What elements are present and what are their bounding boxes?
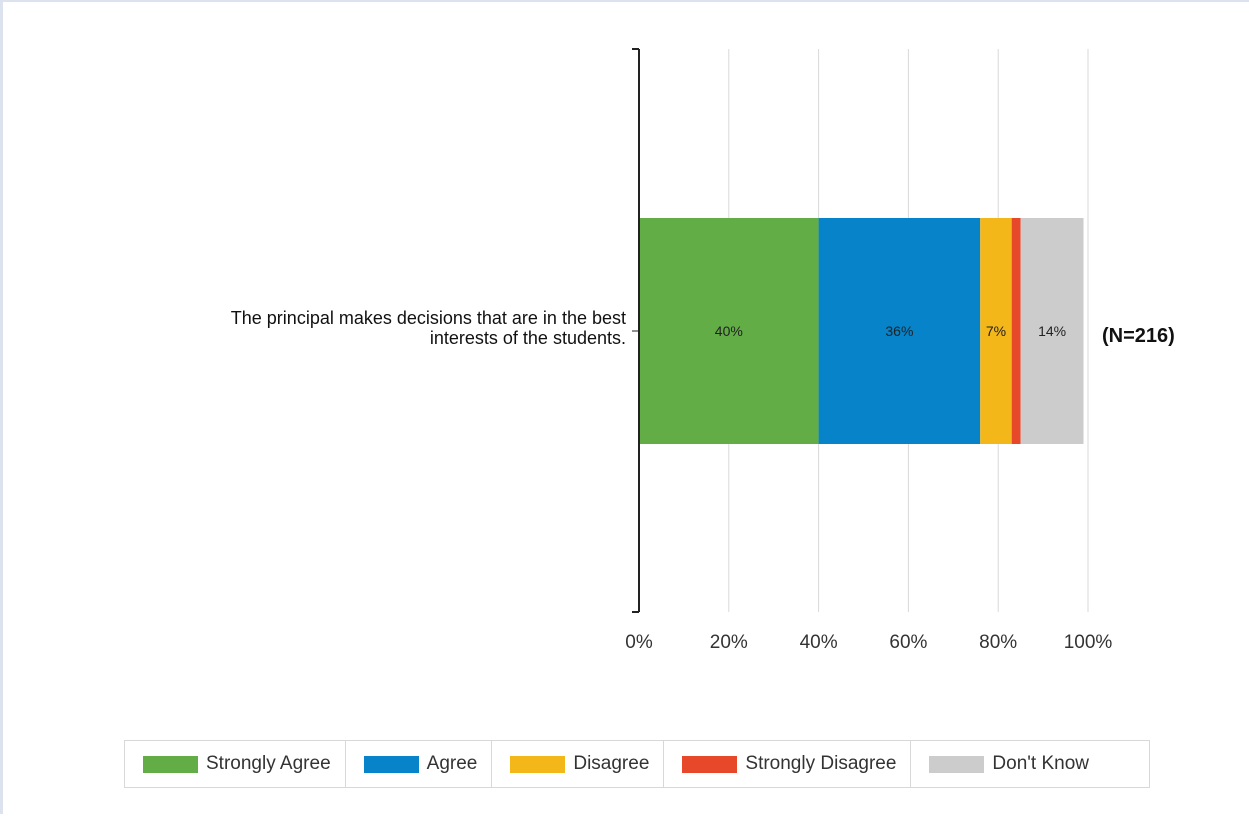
bar-segment [818,218,981,444]
legend-label: Don't Know [992,753,1089,774]
bar-segment [1020,218,1084,444]
legend-item: Disagree [492,741,665,787]
legend-label: Disagree [573,753,650,774]
legend-item: Strongly Agree [125,741,346,787]
data-label: 40% [715,323,743,339]
x-tick-label: 0% [625,632,653,653]
legend: Strongly Agree Agree Disagree Strongly Disa… [124,740,1150,788]
data-label: 7% [986,323,1006,339]
bar-segment [1011,218,1021,444]
bar-segment [639,218,819,444]
legend-swatch [143,755,198,773]
chart: 40% 36% 7% 14% 0% 20% 40% 60% 80% 100% The princip… [231,48,1175,653]
data-label: 36% [885,323,913,339]
x-tick-label: 80% [979,632,1017,653]
legend-label: Strongly Agree [206,753,331,774]
legend-swatch [510,755,566,773]
x-tick-label: 20% [710,632,748,653]
legend-label: Strongly Disagree [745,753,897,774]
x-tick-label: 40% [800,632,838,653]
x-tick-label: 100% [1064,632,1113,653]
x-tick-label: 60% [889,632,927,653]
legend-item: Don't Know [911,741,1149,787]
data-label: 14% [1038,323,1066,339]
category-label: The principal makes decisions that are i… [231,308,626,328]
n-annotation: (N=216) [1102,325,1175,347]
legend-swatch [682,755,738,773]
category-label: interests of the students. [430,328,626,348]
legend-item: Strongly Disagree [664,741,912,787]
bar-segment [980,218,1012,444]
legend-item: Agree [346,741,493,787]
legend-label: Agree [426,753,478,774]
legend-swatch [363,755,419,773]
legend-swatch [929,755,985,773]
